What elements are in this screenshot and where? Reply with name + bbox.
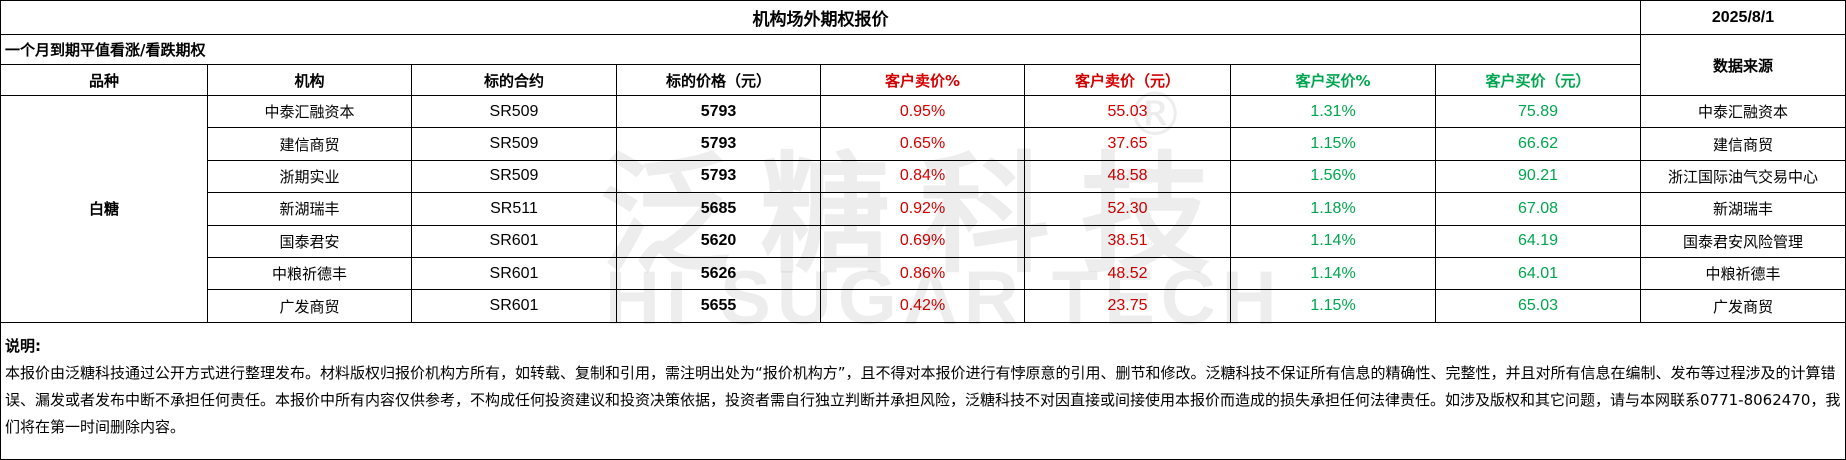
cell-inst: 广发商贸: [207, 289, 412, 323]
col-header: 客户卖价%: [820, 64, 1025, 96]
cell-source: 中粮祈德丰: [1640, 256, 1846, 291]
cell-inst: 新湖瑞丰: [207, 192, 412, 226]
cell-contract: SR601: [411, 289, 617, 323]
cell-inst: 中泰汇融资本: [207, 94, 412, 129]
cell-buy-pct: 1.15%: [1230, 289, 1436, 323]
cell-buy: 65.03: [1435, 289, 1641, 323]
cell-buy: 66.62: [1435, 127, 1641, 161]
cell-price: 5793: [616, 94, 821, 129]
cell-price: 5620: [616, 224, 821, 258]
cell-price: 5685: [616, 192, 821, 226]
cell-price: 5655: [616, 289, 821, 323]
cell-price: 5626: [616, 256, 821, 291]
cell-inst: 中粮祈德丰: [207, 256, 412, 291]
table-row: 国泰君安 SR601 5620 0.69% 38.51 1.14% 64.19 国泰君安风险管…: [1, 224, 1846, 258]
cell-buy: 75.89: [1435, 94, 1641, 129]
date: 2025/8/1: [1640, 0, 1846, 35]
cell-price: 5793: [616, 127, 821, 161]
col-header: 标的价格（元）: [616, 64, 821, 96]
cell-contract: SR509: [411, 159, 617, 194]
variety-cell: 白糖: [0, 95, 208, 323]
cell-inst: 国泰君安: [207, 224, 412, 258]
cell-inst: 建信商贸: [207, 127, 412, 161]
cell-source: 广发商贸: [1640, 289, 1846, 323]
table-row: 广发商贸 SR601 5655 0.42% 23.75 1.15% 65.03 广发商贸: [1, 289, 1846, 323]
col-header: 标的合约: [411, 64, 617, 96]
cell-contract: SR509: [411, 127, 617, 161]
cell-contract: SR511: [411, 192, 617, 226]
cell-sell-pct: 0.69%: [820, 224, 1025, 258]
source-header: 数据来源: [1640, 34, 1846, 96]
cell-sell: 48.52: [1024, 256, 1231, 291]
table-row: 建信商贸 SR509 5793 0.65% 37.65 1.15% 66.62 建信商贸: [1, 127, 1846, 161]
cell-buy-pct: 1.56%: [1230, 159, 1436, 194]
cell-source: 国泰君安风险管理: [1640, 224, 1846, 258]
table-row: 白糖 中泰汇融资本 SR509 5793 0.95% 55.03 1.31% 75.89 中泰汇…: [0, 94, 1846, 323]
cell-sell: 55.03: [1024, 94, 1231, 129]
cell-contract: SR601: [411, 224, 617, 258]
subtitle: 一个月到期平值看涨/看跌期权: [0, 34, 1641, 65]
cell-contract: SR509: [411, 94, 617, 129]
header-row: 品种 机构 标的合约 标的价格（元） 客户卖价% 客户卖价（元） 客户买价% 客…: [0, 64, 1846, 96]
cell-sell-pct: 0.92%: [820, 192, 1025, 226]
notes-title: 说明:: [5, 336, 41, 355]
cell-buy-pct: 1.14%: [1230, 256, 1436, 291]
table-row: 浙期实业 SR509 5793 0.84% 48.58 1.56% 90.21 浙江国际油气交…: [1, 159, 1846, 194]
cell-buy-pct: 1.31%: [1230, 94, 1436, 129]
cell-sell: 48.58: [1024, 159, 1231, 194]
cell-buy: 64.19: [1435, 224, 1641, 258]
cell-source: 新湖瑞丰: [1640, 192, 1846, 226]
cell-buy-pct: 1.14%: [1230, 224, 1436, 258]
cell-sell: 37.65: [1024, 127, 1231, 161]
table-row: 中粮祈德丰 SR601 5626 0.86% 48.52 1.14% 64.01 中粮祈德丰: [1, 256, 1846, 291]
cell-source: 建信商贸: [1640, 127, 1846, 161]
cell-buy-pct: 1.18%: [1230, 192, 1436, 226]
cell-sell-pct: 0.65%: [820, 127, 1025, 161]
table-row: 新湖瑞丰 SR511 5685 0.92% 52.30 1.18% 67.08 新湖瑞丰: [1, 192, 1846, 226]
cell-contract: SR601: [411, 256, 617, 291]
cell-source: 中泰汇融资本: [1640, 94, 1846, 129]
notes: 说明: 本报价由泛糖科技通过公开方式进行整理发布。材料版权归报价机构方所有，如转…: [0, 321, 1846, 460]
cell-sell-pct: 0.86%: [820, 256, 1025, 291]
cell-sell-pct: 0.42%: [820, 289, 1025, 323]
col-header: 品种: [0, 64, 208, 96]
col-header: 机构: [207, 64, 412, 96]
col-header: 客户买价（元）: [1435, 64, 1641, 96]
notes-body: 本报价由泛糖科技通过公开方式进行整理发布。材料版权归报价机构方所有，如转载、复制…: [5, 363, 1841, 436]
cell-buy: 67.08: [1435, 192, 1641, 226]
cell-sell-pct: 0.84%: [820, 159, 1025, 194]
cell-inst: 浙期实业: [207, 159, 412, 194]
cell-sell: 52.30: [1024, 192, 1231, 226]
cell-source: 浙江国际油气交易中心: [1640, 159, 1846, 194]
page-title: 机构场外期权报价: [0, 0, 1641, 35]
cell-price: 5793: [616, 159, 821, 194]
cell-buy-pct: 1.15%: [1230, 127, 1436, 161]
cell-sell: 38.51: [1024, 224, 1231, 258]
cell-buy: 64.01: [1435, 256, 1641, 291]
cell-sell-pct: 0.95%: [820, 94, 1025, 129]
cell-sell: 23.75: [1024, 289, 1231, 323]
col-header: 客户买价%: [1230, 64, 1436, 96]
cell-buy: 90.21: [1435, 159, 1641, 194]
col-header: 客户卖价（元）: [1024, 64, 1231, 96]
